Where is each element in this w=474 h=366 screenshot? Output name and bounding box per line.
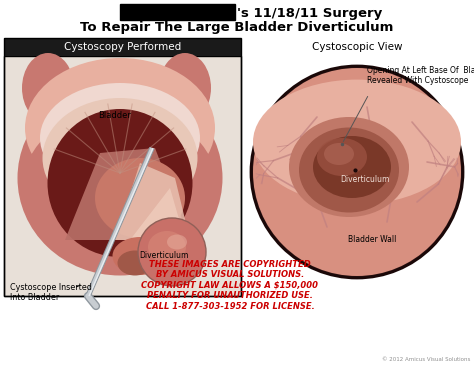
Polygon shape — [115, 163, 190, 240]
Circle shape — [251, 66, 463, 278]
Bar — [4, 38, 241, 296]
Ellipse shape — [299, 127, 399, 213]
Ellipse shape — [324, 143, 354, 165]
Text: To Repair The Large Bladder Diverticulum: To Repair The Large Bladder Diverticulum — [80, 22, 394, 34]
Polygon shape — [130, 188, 185, 240]
Ellipse shape — [22, 53, 74, 123]
Circle shape — [253, 68, 461, 276]
Ellipse shape — [47, 109, 192, 257]
Ellipse shape — [253, 79, 461, 204]
Bar — [120, 4, 235, 20]
Text: Bladder: Bladder — [99, 111, 131, 120]
Text: Bladder Wall: Bladder Wall — [348, 235, 396, 244]
Text: Opening At Left Base Of  Bladder
Revealed With Cystoscope: Opening At Left Base Of Bladder Revealed… — [367, 66, 474, 85]
Circle shape — [138, 218, 206, 286]
Ellipse shape — [25, 58, 215, 198]
Ellipse shape — [289, 117, 409, 217]
Bar — [4, 38, 241, 56]
Text: Cystoscope Inserted
Into Bladder: Cystoscope Inserted Into Bladder — [10, 283, 92, 302]
Ellipse shape — [148, 231, 186, 263]
Text: 's 11/18/11 Surgery: 's 11/18/11 Surgery — [237, 7, 382, 19]
Ellipse shape — [22, 108, 218, 268]
Ellipse shape — [43, 98, 198, 218]
Ellipse shape — [112, 237, 167, 275]
Ellipse shape — [18, 81, 222, 276]
Bar — [4, 56, 241, 296]
Ellipse shape — [317, 138, 367, 176]
Text: THESE IMAGES ARE COPYRIGHTED
BY AMICUS VISUAL SOLUTIONS.
COPYRIGHT LAW ALLOWS A : THESE IMAGES ARE COPYRIGHTED BY AMICUS V… — [142, 260, 319, 311]
Ellipse shape — [118, 250, 153, 276]
Text: Cystoscopy Performed: Cystoscopy Performed — [64, 42, 181, 52]
Ellipse shape — [313, 136, 391, 198]
Text: Diverticulum: Diverticulum — [139, 250, 189, 259]
Text: Diverticulum: Diverticulum — [340, 176, 390, 184]
Ellipse shape — [95, 158, 185, 238]
Polygon shape — [65, 148, 190, 240]
Text: © 2012 Amicus Visual Solutions: © 2012 Amicus Visual Solutions — [382, 357, 470, 362]
Text: Cystoscopic View: Cystoscopic View — [312, 42, 402, 52]
Ellipse shape — [167, 235, 187, 250]
Ellipse shape — [40, 83, 200, 193]
Ellipse shape — [159, 53, 211, 123]
